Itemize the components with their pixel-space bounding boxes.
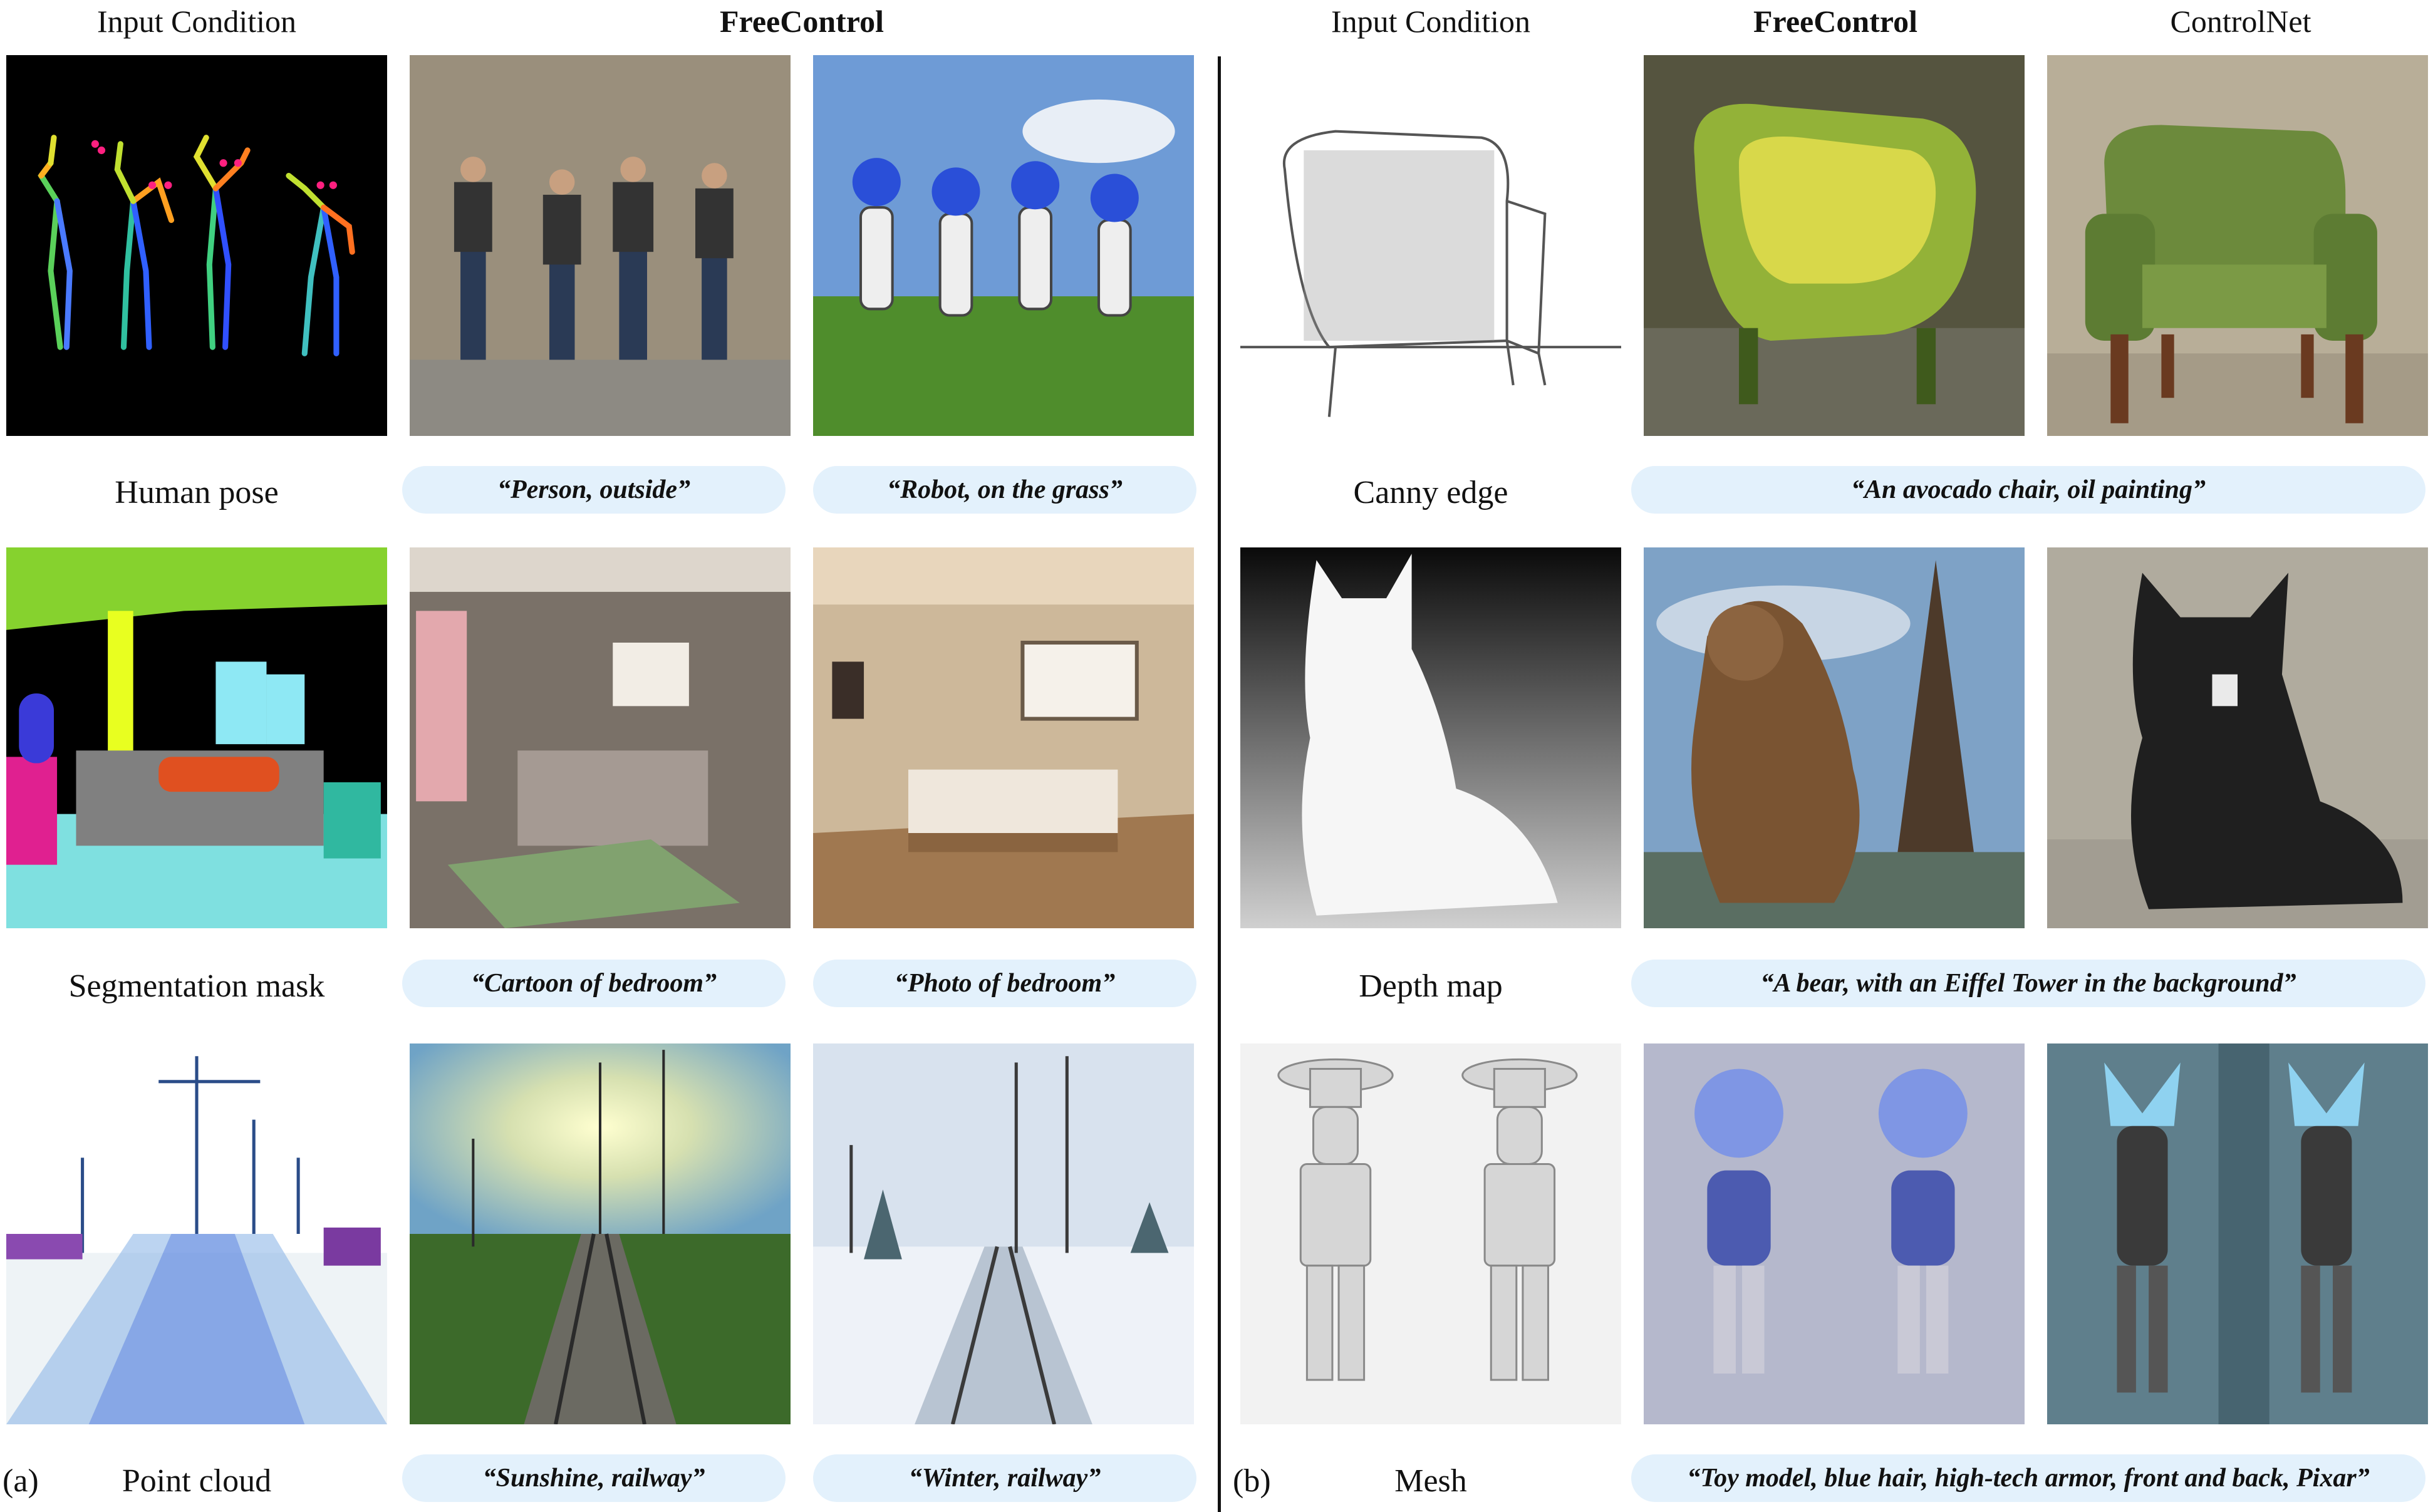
panel-divider [1218, 56, 1221, 1512]
depth-map-input-image [1240, 547, 1621, 928]
header-controlnet-b: ControlNet [2170, 4, 2311, 39]
person-outside-image [410, 55, 791, 436]
prompt-pill: “Winter, railway” [813, 1454, 1196, 1502]
header-freecontrol-b: FreeControl [1753, 4, 1917, 39]
avocado-chair-freecontrol-image [1644, 55, 2025, 436]
prompt-pill: “Sunshine, railway” [402, 1454, 786, 1502]
human-pose-input-image [6, 55, 387, 436]
condition-label-canny-edge: Canny edge [1353, 475, 1508, 510]
condition-label-mesh: Mesh [1394, 1463, 1467, 1499]
cartoon-bedroom-image [410, 547, 791, 928]
bear-eiffel-controlnet-image [2047, 547, 2428, 928]
header-freecontrol-a: FreeControl [720, 4, 884, 39]
prompt-pill: “Cartoon of bedroom” [402, 960, 786, 1007]
prompt-pill: “Robot, on the grass” [813, 466, 1196, 514]
condition-label-segmentation-mask: Segmentation mask [68, 968, 325, 1004]
bear-eiffel-freecontrol-image [1644, 547, 2025, 928]
condition-label-human-pose: Human pose [115, 475, 279, 510]
header-input-condition-b: Input Condition [1331, 4, 1531, 39]
prompt-pill: “A bear, with an Eiffel Tower in the bac… [1631, 960, 2425, 1007]
panel-b-tag: (b) [1233, 1463, 1271, 1499]
prompt-pill: “An avocado chair, oil painting” [1631, 466, 2425, 514]
toy-model-freecontrol-image [1644, 1043, 2025, 1424]
toy-model-controlnet-image [2047, 1043, 2428, 1424]
avocado-chair-controlnet-image [2047, 55, 2428, 436]
photo-bedroom-image [813, 547, 1194, 928]
mesh-input-image [1240, 1043, 1621, 1424]
prompt-pill: “Toy model, blue hair, high-tech armor, … [1631, 1454, 2425, 1502]
panel-a-tag: (a) [3, 1463, 39, 1499]
condition-label-depth-map: Depth map [1359, 968, 1503, 1004]
segmentation-mask-input-image [6, 547, 387, 928]
header-input-condition-a: Input Condition [96, 4, 297, 39]
prompt-pill: “Person, outside” [402, 466, 786, 514]
point-cloud-input-image [6, 1043, 387, 1424]
robot-grass-image [813, 55, 1194, 436]
winter-railway-image [813, 1043, 1194, 1424]
canny-edge-input-image [1240, 55, 1621, 436]
condition-label-point-cloud: Point cloud [122, 1463, 272, 1499]
sunshine-railway-image [410, 1043, 791, 1424]
prompt-pill: “Photo of bedroom” [813, 960, 1196, 1007]
